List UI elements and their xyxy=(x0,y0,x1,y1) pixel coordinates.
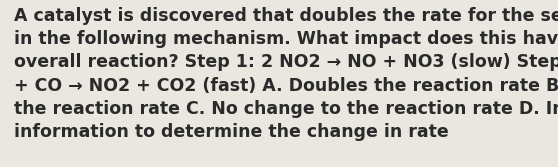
Text: A catalyst is discovered that doubles the rate for the second step
in the follow: A catalyst is discovered that doubles th… xyxy=(14,7,558,141)
